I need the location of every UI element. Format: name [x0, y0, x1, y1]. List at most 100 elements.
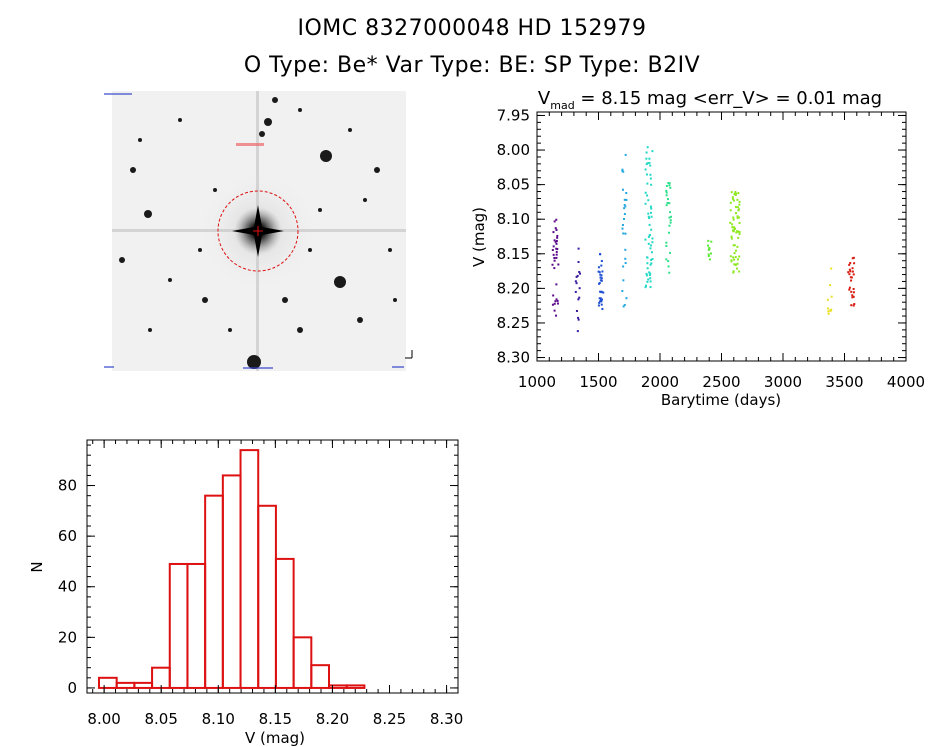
lc-data-point [736, 258, 739, 261]
lc-data-point [622, 265, 625, 268]
sky-star [148, 328, 152, 332]
lc-data-point [852, 273, 855, 276]
lc-data-point [732, 199, 735, 202]
lc-data-point [738, 230, 741, 233]
lc-data-point [649, 272, 652, 275]
lc-y-tick-label: 8.10 [497, 210, 530, 228]
lc-data-point [670, 215, 673, 218]
lc-data-point [848, 268, 851, 271]
lc-x-tick-label: 4000 [887, 373, 925, 391]
sky-star [357, 317, 363, 323]
lc-data-point [829, 309, 832, 312]
lc-data-point [849, 276, 852, 279]
lc-data-point [668, 216, 671, 219]
lc-data-point [707, 248, 710, 251]
lc-data-point [732, 198, 735, 201]
lc-data-point [552, 245, 555, 248]
lc-data-point [623, 218, 626, 221]
lc-data-point [556, 302, 559, 305]
lc-data-point [849, 270, 852, 273]
lc-data-point [732, 270, 735, 273]
lc-data-point [667, 198, 670, 201]
lc-data-point [736, 262, 739, 265]
sky-star [388, 248, 392, 252]
hist-bar [239, 449, 260, 689]
lc-data-point [665, 204, 668, 207]
sky-star [138, 138, 142, 142]
lc-data-point [621, 188, 624, 191]
lc-data-point [650, 211, 653, 214]
lc-data-point [621, 227, 624, 230]
lc-data-point [707, 255, 710, 258]
lc-data-point [847, 271, 850, 274]
lc-data-point [649, 244, 652, 247]
sky-star [298, 108, 302, 112]
lc-data-point [552, 231, 555, 234]
lc-x-label: Barytime (days) [661, 391, 781, 409]
histogram-chart: 8.00 8.05 8.10 8.15 8.20 8.25 8.30 0 20 40 60 80 V … [28, 439, 463, 747]
lc-data-point [665, 189, 668, 192]
lc-data-point [650, 251, 653, 254]
lc-data-point [667, 265, 670, 268]
lc-data-point [707, 244, 710, 247]
hist-y-tick-label: 60 [58, 527, 77, 545]
hist-bar [221, 474, 242, 689]
lc-data-point [553, 256, 556, 259]
lc-data-point [707, 253, 710, 256]
lc-data-point [669, 186, 672, 189]
lc-data-point [669, 251, 672, 254]
lc-data-point [851, 294, 854, 297]
lc-data-point [577, 318, 580, 321]
target-circle [217, 190, 299, 272]
lc-data-point [553, 267, 556, 270]
lc-data-point [830, 267, 833, 270]
lc-data-point [599, 276, 602, 279]
lc-data-point [649, 173, 652, 176]
lc-data-point [669, 211, 672, 214]
lc-data-point [733, 227, 736, 230]
lc-data-point [602, 291, 605, 294]
lc-data-point [649, 280, 652, 283]
lc-data-point [852, 295, 855, 298]
lc-x-tick-label: 3000 [764, 373, 802, 391]
lc-data-point [738, 270, 741, 273]
lc-data-point [646, 280, 649, 283]
lc-data-point [737, 206, 740, 209]
lc-data-point [850, 290, 853, 293]
lc-data-point [732, 244, 735, 247]
sky-star [297, 327, 303, 333]
lc-data-point [551, 263, 554, 266]
lc-y-tick-label: 8.25 [497, 314, 530, 332]
lc-data-point [622, 279, 625, 282]
lc-data-point [623, 198, 626, 201]
hist-plot-frame [86, 439, 459, 694]
lc-data-point [738, 255, 741, 258]
lc-data-point [646, 256, 649, 259]
lc-data-point [732, 218, 735, 221]
lc-data-point [646, 146, 649, 149]
lc-data-point [733, 258, 736, 261]
lc-data-point [665, 184, 668, 187]
lc-data-point [731, 196, 734, 199]
sky-star [318, 208, 322, 212]
sky-star [393, 298, 397, 302]
lc-data-point [648, 271, 651, 274]
sky-star [320, 150, 332, 162]
lc-data-point [555, 247, 558, 250]
lc-data-point [730, 191, 733, 194]
lc-data-point [622, 232, 625, 235]
hist-x-tick-label: 8.30 [430, 710, 463, 728]
lc-data-point [576, 330, 579, 333]
lc-data-point [709, 252, 712, 255]
lc-data-point [650, 258, 653, 261]
lc-data-point [665, 258, 668, 261]
lc-data-point [597, 270, 600, 273]
lc-data-point [599, 273, 602, 276]
sky-star [247, 355, 261, 369]
hist-bar [310, 664, 331, 689]
sky-star [130, 167, 136, 173]
sky-star [264, 118, 272, 126]
lc-data-point [738, 203, 741, 206]
sky-star [228, 328, 232, 332]
